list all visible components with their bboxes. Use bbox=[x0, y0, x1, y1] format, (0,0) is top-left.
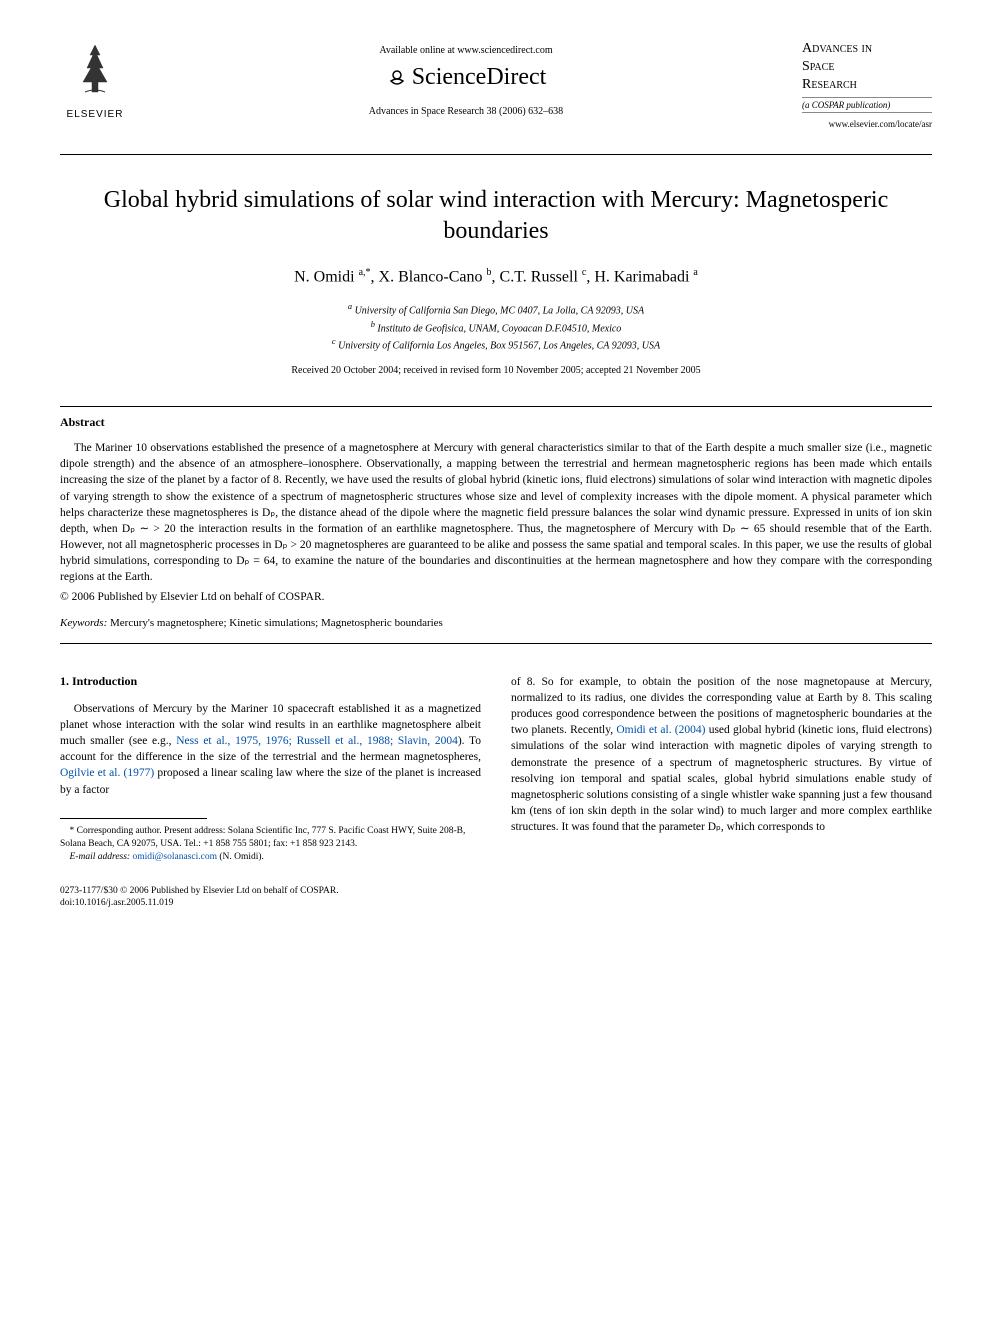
elsevier-text: ELSEVIER bbox=[60, 109, 130, 120]
body-two-column: 1. Introduction Observations of Mercury … bbox=[60, 674, 932, 864]
affiliations: a University of California San Diego, MC… bbox=[60, 301, 932, 353]
keywords: Keywords: Mercury's magnetosphere; Kinet… bbox=[60, 617, 932, 629]
article-dates: Received 20 October 2004; received in re… bbox=[60, 365, 932, 376]
right-column: of 8. So for example, to obtain the posi… bbox=[511, 674, 932, 864]
journal-reference: Advances in Space Research 38 (2006) 632… bbox=[130, 106, 802, 117]
copyright-line: © 2006 Published by Elsevier Ltd on beha… bbox=[60, 591, 932, 603]
elsevier-tree-icon bbox=[65, 40, 125, 100]
journal-logo-block: Advances in Space Research (a COSPAR pub… bbox=[802, 40, 932, 129]
sciencedirect-icon bbox=[386, 67, 408, 89]
sciencedirect-text: ScienceDirect bbox=[412, 64, 547, 90]
email-link[interactable]: omidi@solanasci.com bbox=[132, 852, 216, 862]
journal-name-line1: Advances in bbox=[802, 41, 872, 56]
affiliation-c: University of California Los Angeles, Bo… bbox=[338, 340, 660, 351]
corresponding-author-footnote: * Corresponding author. Present address:… bbox=[60, 825, 481, 852]
intro-text-5: used global hybrid (kinetic ions, fluid … bbox=[511, 724, 932, 833]
ref-link-ness[interactable]: Ness et al., 1975, 1976; Russell et al.,… bbox=[176, 735, 458, 747]
keywords-label: Keywords: bbox=[60, 617, 107, 629]
journal-url: www.elsevier.com/locate/asr bbox=[802, 119, 932, 129]
elsevier-logo: ELSEVIER bbox=[60, 40, 130, 120]
cospar-tag: (a COSPAR publication) bbox=[802, 97, 932, 113]
email-suffix: (N. Omidi). bbox=[219, 852, 264, 862]
abstract-top-rule bbox=[60, 406, 932, 407]
abstract-heading: Abstract bbox=[60, 415, 932, 430]
header-row: ELSEVIER Available online at www.science… bbox=[60, 40, 932, 129]
abstract-bottom-rule bbox=[60, 643, 932, 644]
intro-paragraph-right: of 8. So for example, to obtain the posi… bbox=[511, 674, 932, 835]
email-label: E-mail address: bbox=[70, 852, 131, 862]
authors-list: N. Omidi a,*, X. Blanco-Cano b, C.T. Rus… bbox=[60, 267, 932, 286]
journal-name-line2: Space bbox=[802, 59, 834, 74]
header-rule bbox=[60, 154, 932, 155]
keywords-text: Mercury's magnetosphere; Kinetic simulat… bbox=[110, 617, 443, 629]
left-column: 1. Introduction Observations of Mercury … bbox=[60, 674, 481, 864]
abstract-text: The Mariner 10 observations established … bbox=[60, 440, 932, 585]
email-footnote: E-mail address: omidi@solanasci.com (N. … bbox=[60, 851, 481, 864]
article-title: Global hybrid simulations of solar wind … bbox=[60, 185, 932, 247]
available-online-text: Available online at www.sciencedirect.co… bbox=[130, 45, 802, 56]
footer-doi: doi:10.1016/j.asr.2005.11.019 bbox=[60, 897, 932, 909]
intro-paragraph-left: Observations of Mercury by the Mariner 1… bbox=[60, 701, 481, 798]
center-header: Available online at www.sciencedirect.co… bbox=[130, 40, 802, 117]
ref-link-omidi[interactable]: Omidi et al. (2004) bbox=[616, 724, 705, 736]
footnote-rule bbox=[60, 818, 207, 819]
journal-name: Advances in Space Research bbox=[802, 40, 932, 95]
affiliation-b: Instituto de Geofisica, UNAM, Coyoacan D… bbox=[377, 323, 621, 334]
sciencedirect-logo: ScienceDirect bbox=[130, 64, 802, 91]
footer-issn: 0273-1177/$30 © 2006 Published by Elsevi… bbox=[60, 885, 932, 897]
footer: 0273-1177/$30 © 2006 Published by Elsevi… bbox=[60, 885, 932, 910]
journal-name-line3: Research bbox=[802, 77, 857, 92]
intro-heading: 1. Introduction bbox=[60, 674, 481, 689]
ref-link-ogilvie[interactable]: Ogilvie et al. (1977) bbox=[60, 767, 154, 779]
affiliation-a: University of California San Diego, MC 0… bbox=[355, 306, 645, 317]
